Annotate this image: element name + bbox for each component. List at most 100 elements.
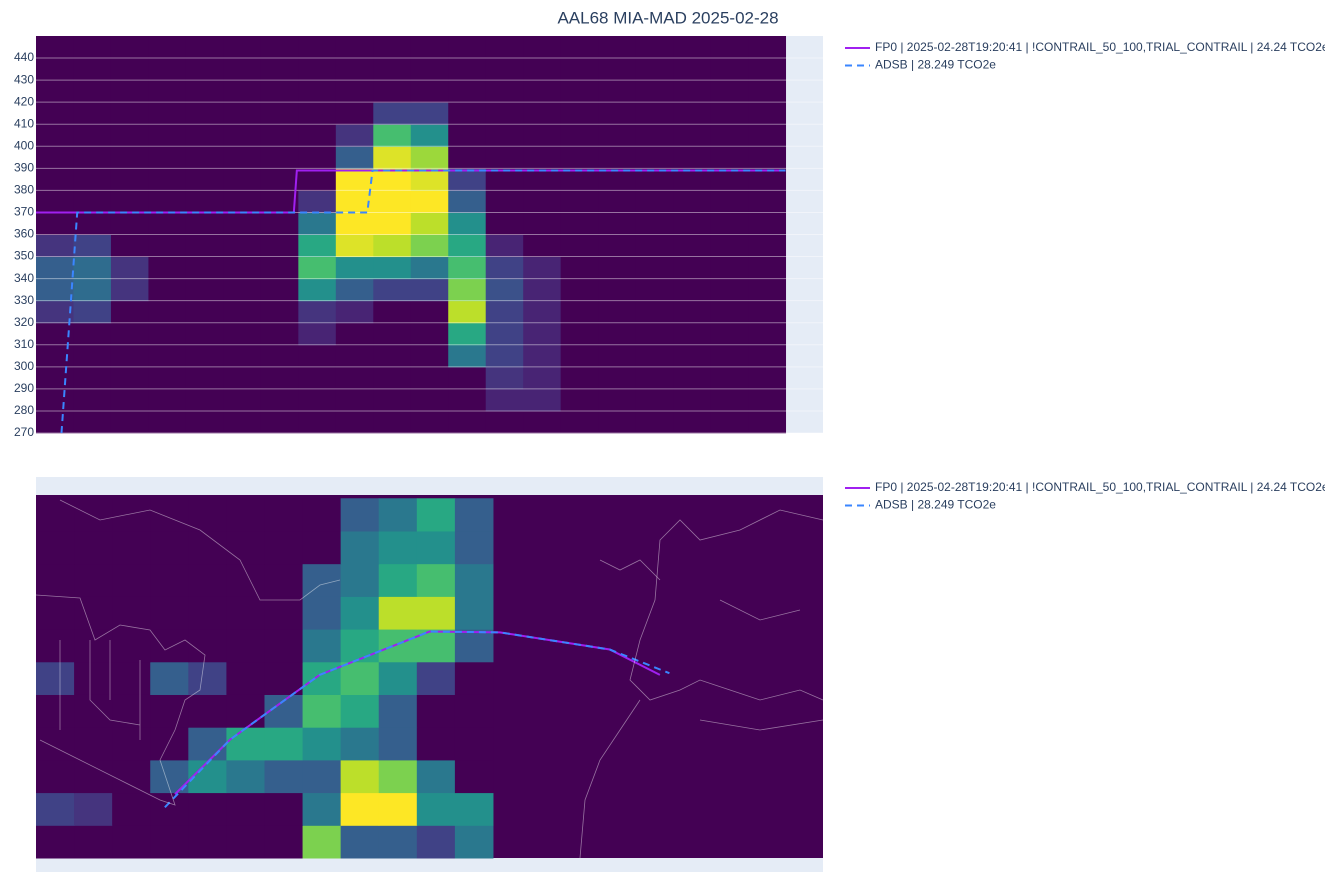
heat-cell xyxy=(298,58,336,81)
heat-cell xyxy=(112,760,151,793)
heat-cell xyxy=(298,168,336,191)
heat-cell xyxy=(298,235,336,258)
heat-cell xyxy=(261,212,299,235)
heat-cell xyxy=(74,825,113,858)
heat-cell xyxy=(711,411,749,434)
heat-cell xyxy=(73,212,111,235)
heat-cell xyxy=(561,190,599,213)
heat-cell xyxy=(36,662,75,695)
heat-cell xyxy=(341,629,380,662)
heat-cell xyxy=(74,662,113,695)
heat-cell xyxy=(561,168,599,191)
heat-cell xyxy=(148,102,186,125)
heat-cell xyxy=(186,190,224,213)
heat-cell xyxy=(73,102,111,125)
y-tick-label: 290 xyxy=(14,381,34,395)
heat-cell xyxy=(636,389,674,412)
heat-cell xyxy=(261,102,299,125)
heat-cell xyxy=(188,564,227,597)
heat-cell xyxy=(148,235,186,258)
heat-cell xyxy=(523,367,561,390)
heat-cell xyxy=(748,411,786,434)
heat-cell xyxy=(523,235,561,258)
heat-cell xyxy=(411,190,449,213)
heat-cell xyxy=(74,498,113,531)
heat-cell xyxy=(148,80,186,103)
heat-cell xyxy=(74,629,113,662)
heat-cell xyxy=(411,36,449,59)
heat-cell xyxy=(673,411,711,434)
y-tick-label: 380 xyxy=(14,183,34,197)
heat-cell xyxy=(298,389,336,412)
heat-cell xyxy=(264,793,303,826)
heat-cell xyxy=(711,301,749,324)
heat-cell xyxy=(223,102,261,125)
heat-cell xyxy=(73,58,111,81)
heat-cell xyxy=(148,257,186,280)
heat-cell xyxy=(341,825,380,858)
heat-cell xyxy=(411,411,449,434)
y-tick-label: 340 xyxy=(14,271,34,285)
heat-cell xyxy=(298,257,336,280)
heat-cell xyxy=(223,212,261,235)
heat-cell xyxy=(261,146,299,169)
heat-cell xyxy=(150,662,189,695)
heat-cell xyxy=(561,389,599,412)
heat-cell xyxy=(186,146,224,169)
heat-cell xyxy=(341,727,380,760)
legend-label: ADSB | 28.249 TCO2e xyxy=(875,58,996,72)
heat-cell xyxy=(523,58,561,81)
heat-cell xyxy=(417,727,456,760)
heat-cell xyxy=(455,825,494,858)
heat-cell xyxy=(673,323,711,346)
heat-cell xyxy=(261,389,299,412)
heat-cell xyxy=(561,102,599,125)
heat-cell xyxy=(373,235,411,258)
heat-cell xyxy=(188,825,227,858)
heat-cell xyxy=(188,793,227,826)
heat-cell xyxy=(74,727,113,760)
heat-cell xyxy=(111,102,149,125)
heat-cell xyxy=(341,662,380,695)
heat-cell xyxy=(523,146,561,169)
heat-cell xyxy=(448,36,486,59)
heat-cell xyxy=(112,793,151,826)
heat-cell xyxy=(36,168,74,191)
heat-cell xyxy=(73,279,111,302)
heat-cell xyxy=(148,389,186,412)
heat-cell xyxy=(486,279,524,302)
y-tick-label: 390 xyxy=(14,161,34,175)
heat-cell xyxy=(336,36,374,59)
heat-cell xyxy=(341,596,380,629)
heat-cell xyxy=(373,367,411,390)
heat-cell xyxy=(36,235,74,258)
heat-cell xyxy=(417,793,456,826)
heat-cell xyxy=(748,345,786,368)
heat-cell xyxy=(74,760,113,793)
heat-cell xyxy=(455,498,494,531)
heat-cell xyxy=(341,793,380,826)
heat-cell xyxy=(223,257,261,280)
heat-cell xyxy=(598,345,636,368)
heat-cell xyxy=(411,389,449,412)
heat-cell xyxy=(261,301,299,324)
heat-cell xyxy=(186,36,224,59)
heat-cell xyxy=(523,257,561,280)
heat-cell xyxy=(223,36,261,59)
heat-cell xyxy=(523,345,561,368)
heat-cell xyxy=(411,323,449,346)
heat-cell xyxy=(73,389,111,412)
heat-cell xyxy=(561,411,599,434)
heat-cell xyxy=(223,345,261,368)
heat-cell xyxy=(188,662,227,695)
heat-cell xyxy=(36,596,75,629)
heat-cell xyxy=(455,694,494,727)
heat-cell xyxy=(36,190,74,213)
heat-cell xyxy=(148,190,186,213)
heat-cell xyxy=(417,596,456,629)
heat-cell xyxy=(448,367,486,390)
heat-cell xyxy=(298,301,336,324)
heat-cell xyxy=(411,367,449,390)
heat-cell xyxy=(486,323,524,346)
heat-cell xyxy=(336,345,374,368)
